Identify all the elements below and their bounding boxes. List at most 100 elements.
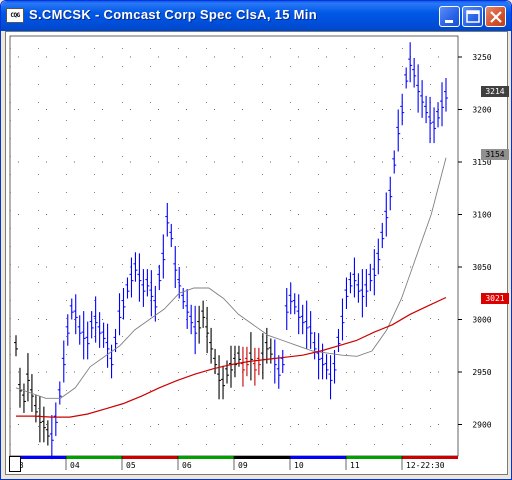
grid-dot — [206, 282, 207, 283]
grid-dot — [214, 214, 215, 215]
grid-dot — [206, 210, 207, 211]
maximize-button[interactable] — [462, 6, 483, 27]
grid-dot — [186, 424, 187, 425]
title-bar[interactable]: CQG S.CMCSK - Comcast Corp Spec ClsA, 15… — [1, 1, 511, 31]
grid-dot — [94, 192, 95, 193]
grid-dot — [122, 264, 123, 265]
grid-dot — [10, 228, 11, 229]
grid-dot — [122, 246, 123, 247]
grid-dot — [430, 156, 431, 157]
scroll-corner[interactable] — [9, 456, 21, 472]
grid-dot — [122, 372, 123, 373]
grid-dot — [206, 336, 207, 337]
grid-dot — [318, 84, 319, 85]
grid-dot — [178, 372, 179, 373]
grid-dot — [262, 246, 263, 247]
grid-dot — [178, 66, 179, 67]
grid-dot — [214, 371, 215, 373]
grid-dot — [374, 354, 375, 355]
grid-dot — [150, 156, 151, 157]
grid-dot — [374, 156, 375, 157]
grid-dot — [122, 282, 123, 283]
grid-dot — [402, 354, 403, 355]
grid-dot — [46, 56, 47, 58]
grid-dot — [290, 354, 291, 355]
grid-dot — [318, 426, 319, 427]
grid-dot — [130, 266, 131, 268]
grid-dot — [66, 192, 67, 193]
grid-dot — [38, 48, 39, 49]
chart-area[interactable]: 3250320031503100305030002950290003040506… — [5, 31, 509, 476]
grid-dot — [150, 444, 151, 445]
grid-dot — [150, 336, 151, 337]
grid-dot — [374, 318, 375, 319]
grid-dot — [326, 109, 327, 110]
long-ma-label: 3021 — [481, 293, 509, 304]
grid-dot — [346, 120, 347, 121]
grid-dot — [326, 161, 327, 163]
grid-dot — [94, 444, 95, 445]
grid-dot — [290, 426, 291, 427]
grid-dot — [402, 408, 403, 409]
grid-dot — [10, 390, 11, 391]
grid-dot — [234, 66, 235, 67]
grid-dot — [206, 192, 207, 193]
short-ma-label: 3154 — [481, 149, 509, 160]
grid-dot — [346, 336, 347, 337]
grid-dot — [122, 192, 123, 193]
grid-dot — [382, 424, 383, 425]
grid-dot — [74, 424, 75, 425]
grid-dot — [430, 246, 431, 247]
grid-dot — [402, 390, 403, 391]
grid-dot — [262, 210, 263, 211]
grid-dot — [242, 214, 243, 215]
y-tick-label: 3150 — [472, 158, 491, 167]
grid-dot — [438, 424, 439, 425]
grid-dot — [94, 354, 95, 355]
short-moving-average-line — [15, 157, 447, 399]
grid-dot — [66, 354, 67, 355]
grid-dot — [130, 56, 131, 58]
grid-dot — [262, 120, 263, 121]
grid-dot — [438, 266, 439, 268]
grid-dot — [262, 318, 263, 319]
grid-dot — [290, 156, 291, 157]
grid-dot — [298, 424, 299, 425]
close-button[interactable] — [485, 6, 506, 27]
grid-dot — [10, 246, 11, 247]
grid-dot — [186, 266, 187, 268]
grid-dot — [234, 264, 235, 265]
app-icon[interactable]: CQG — [6, 8, 24, 23]
minimize-button[interactable] — [439, 6, 460, 27]
grid-dot — [158, 266, 159, 268]
grid-dot — [178, 138, 179, 139]
grid-dot — [150, 264, 151, 265]
grid-dot — [374, 174, 375, 175]
grid-dot — [130, 319, 131, 320]
grid-dot — [178, 408, 179, 409]
grid-dot — [242, 161, 243, 163]
grid-dot — [290, 390, 291, 391]
grid-dot — [298, 214, 299, 215]
grid-dot — [410, 371, 411, 373]
grid-dot — [430, 444, 431, 445]
grid-dot — [18, 161, 19, 163]
grid-dot — [38, 156, 39, 157]
grid-dot — [290, 228, 291, 229]
grid-dot — [122, 120, 123, 121]
grid-dot — [214, 266, 215, 268]
grid-dot — [122, 318, 123, 319]
grid-dot — [178, 246, 179, 247]
grid-dot — [186, 319, 187, 320]
grid-dot — [430, 210, 431, 211]
grid-dot — [66, 120, 67, 121]
grid-dot — [66, 444, 67, 445]
day-segment-bar — [402, 456, 458, 459]
grid-dot — [374, 48, 375, 49]
price-chart[interactable]: 3250320031503100305030002950290003040506… — [6, 32, 509, 476]
x-tick-label: 06 — [182, 461, 192, 470]
grid-dot — [374, 120, 375, 121]
grid-dot — [430, 192, 431, 193]
grid-dot — [38, 336, 39, 337]
grid-dot — [402, 210, 403, 211]
